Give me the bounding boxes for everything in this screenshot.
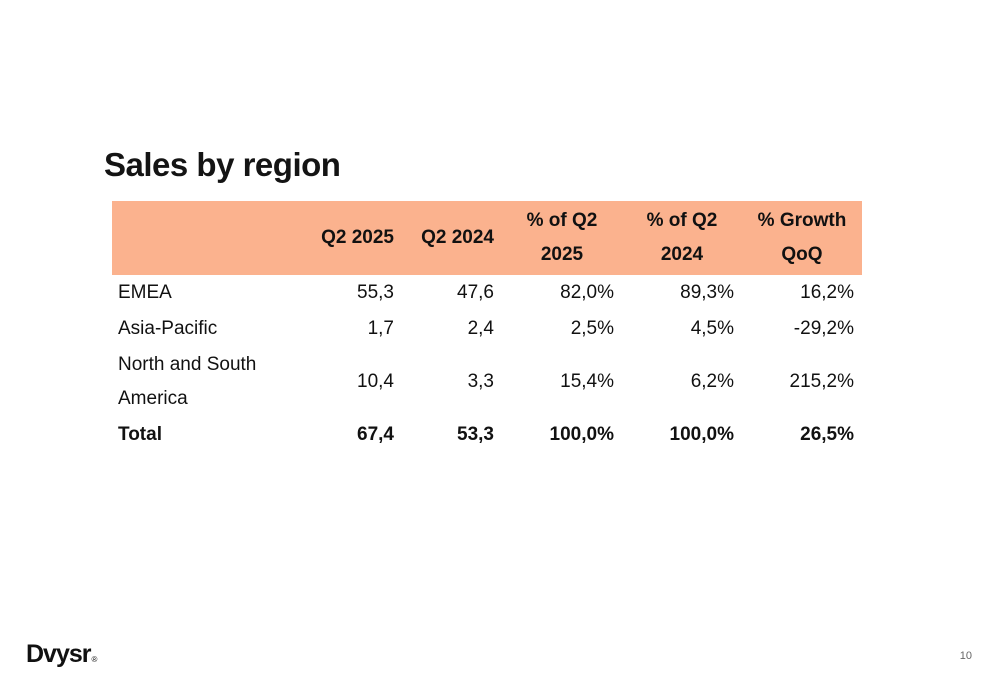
page-title: Sales by region xyxy=(104,146,341,183)
column-header-line: 2025 xyxy=(540,244,584,265)
table-row: North and South America 10,4 3,3 15,4% 6… xyxy=(112,347,862,417)
pct-q2-2024-cell: 4,5% xyxy=(690,318,734,339)
growth-qoq-cell: 215,2% xyxy=(789,371,854,392)
table-header-row: Q2 2025 Q2 2024 % of Q2 2025 % of Q2 202… xyxy=(112,201,862,275)
q2-2024-cell: 2,4 xyxy=(467,318,494,339)
q2-2024-cell: 47,6 xyxy=(457,282,494,303)
growth-qoq-cell: 16,2% xyxy=(800,282,854,303)
registered-mark: ® xyxy=(91,655,98,664)
region-cell: Asia-Pacific xyxy=(118,318,218,339)
column-header-line: % of Q2 xyxy=(526,210,598,231)
logo-text: Dvysr xyxy=(26,640,91,668)
region-cell: North and South America xyxy=(112,347,302,417)
sales-by-region-table-container: Q2 2025 Q2 2024 % of Q2 2025 % of Q2 202… xyxy=(112,201,862,453)
pct-q2-2024-cell: 100,0% xyxy=(669,424,734,445)
column-header-line: QoQ xyxy=(781,244,823,265)
company-logo: Dvysr® xyxy=(26,640,97,669)
table-row: EMEA 55,3 47,6 82,0% 89,3% 16,2% xyxy=(112,275,862,311)
q2-2025-cell: 10,4 xyxy=(357,371,394,392)
column-header-region xyxy=(112,201,302,275)
column-header-pct-q2-2024: % of Q2 2024 xyxy=(622,201,742,275)
pct-q2-2025-cell: 82,0% xyxy=(560,282,614,303)
pct-q2-2025-cell: 15,4% xyxy=(560,371,614,392)
region-line: North and South xyxy=(118,354,257,375)
pct-q2-2025-cell: 100,0% xyxy=(549,424,614,445)
page-number: 10 xyxy=(959,650,972,662)
column-header-line: % Growth xyxy=(757,210,847,231)
q2-2025-cell: 1,7 xyxy=(367,318,394,339)
q2-2025-cell: 55,3 xyxy=(357,282,394,303)
growth-qoq-cell: 26,5% xyxy=(800,424,854,445)
q2-2024-cell: 53,3 xyxy=(457,424,494,445)
region-cell: EMEA xyxy=(118,282,172,303)
column-header-growth-qoq: % Growth QoQ xyxy=(742,201,862,275)
q2-2025-cell: 67,4 xyxy=(357,424,394,445)
pct-q2-2024-cell: 6,2% xyxy=(690,371,734,392)
column-header-line: 2024 xyxy=(660,244,704,265)
column-header-q2-2024: Q2 2024 xyxy=(421,227,494,248)
growth-qoq-cell: -29,2% xyxy=(793,318,854,339)
column-header-pct-q2-2025: % of Q2 2025 xyxy=(502,201,622,275)
sales-by-region-table: Q2 2025 Q2 2024 % of Q2 2025 % of Q2 202… xyxy=(112,201,862,453)
pct-q2-2024-cell: 89,3% xyxy=(680,282,734,303)
region-line: America xyxy=(118,388,188,409)
table-total-row: Total 67,4 53,3 100,0% 100,0% 26,5% xyxy=(112,417,862,453)
table-row: Asia-Pacific 1,7 2,4 2,5% 4,5% -29,2% xyxy=(112,311,862,347)
q2-2024-cell: 3,3 xyxy=(467,371,494,392)
column-header-line: % of Q2 xyxy=(646,210,718,231)
column-header-q2-2025: Q2 2025 xyxy=(321,227,394,248)
pct-q2-2025-cell: 2,5% xyxy=(570,318,614,339)
region-cell: Total xyxy=(118,424,162,445)
